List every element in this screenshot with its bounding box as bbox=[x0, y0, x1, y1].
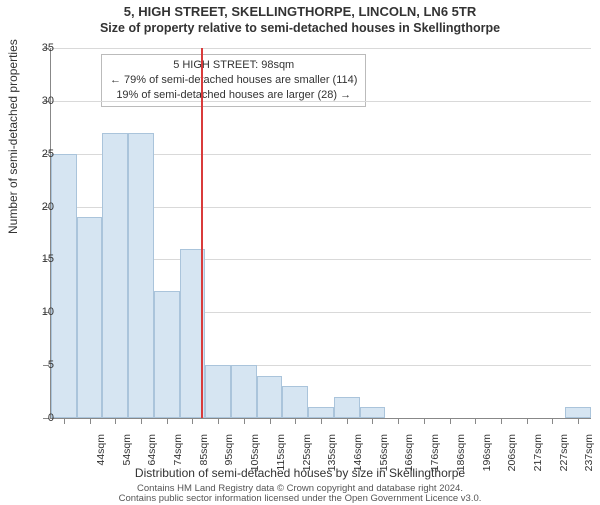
xtick-label: 217sqm bbox=[532, 434, 544, 474]
xtick-label: 196sqm bbox=[481, 434, 493, 474]
xtick-label: 206sqm bbox=[506, 434, 518, 474]
histogram-bar bbox=[51, 154, 77, 418]
xtick bbox=[398, 418, 399, 424]
xtick-label: 44sqm bbox=[95, 434, 107, 474]
xtick-label: 237sqm bbox=[583, 434, 595, 474]
ytick-label: 5 bbox=[48, 359, 54, 371]
xtick bbox=[501, 418, 502, 424]
histogram-bar bbox=[308, 407, 334, 418]
xtick-label: 95sqm bbox=[223, 434, 235, 474]
annotation-line2: ← 79% of semi-detached houses are smalle… bbox=[110, 73, 357, 88]
xtick bbox=[167, 418, 168, 424]
histogram-bar bbox=[360, 407, 386, 418]
histogram-bar bbox=[257, 376, 283, 418]
ytick-label: 30 bbox=[42, 95, 54, 107]
xtick-label: 176sqm bbox=[429, 434, 441, 474]
annotation-box: 5 HIGH STREET: 98sqm ← 79% of semi-detac… bbox=[101, 54, 366, 107]
histogram-bar bbox=[205, 365, 231, 418]
histogram-bar bbox=[102, 133, 128, 418]
xtick-label: 146sqm bbox=[352, 434, 364, 474]
xtick bbox=[578, 418, 579, 424]
xtick-label: 85sqm bbox=[198, 434, 210, 474]
ytick-label: 10 bbox=[42, 306, 54, 318]
histogram-bar bbox=[334, 397, 360, 418]
xtick bbox=[347, 418, 348, 424]
ytick-label: 0 bbox=[48, 412, 54, 424]
xtick bbox=[372, 418, 373, 424]
xtick-label: 105sqm bbox=[249, 434, 261, 474]
ytick-label: 20 bbox=[42, 201, 54, 213]
xtick bbox=[424, 418, 425, 424]
ytick-label: 15 bbox=[42, 253, 54, 265]
xtick-label: 227sqm bbox=[558, 434, 570, 474]
xtick bbox=[295, 418, 296, 424]
histogram-bar bbox=[231, 365, 257, 418]
chart-container: 5, HIGH STREET, SKELLINGTHORPE, LINCOLN,… bbox=[0, 4, 600, 504]
xtick-label: 156sqm bbox=[378, 434, 390, 474]
xtick bbox=[270, 418, 271, 424]
plot-area: 5 HIGH STREET: 98sqm ← 79% of semi-detac… bbox=[50, 48, 591, 419]
y-axis-label: Number of semi-detached properties bbox=[6, 39, 20, 234]
xtick bbox=[475, 418, 476, 424]
histogram-bar bbox=[282, 386, 308, 418]
xtick bbox=[552, 418, 553, 424]
histogram-bar bbox=[565, 407, 591, 418]
xtick bbox=[64, 418, 65, 424]
xtick bbox=[244, 418, 245, 424]
xtick bbox=[450, 418, 451, 424]
xtick bbox=[192, 418, 193, 424]
xtick-label: 125sqm bbox=[301, 434, 313, 474]
xtick bbox=[90, 418, 91, 424]
xtick bbox=[321, 418, 322, 424]
annotation-line1: 5 HIGH STREET: 98sqm bbox=[110, 58, 357, 73]
ytick-label: 35 bbox=[42, 42, 54, 54]
xtick bbox=[141, 418, 142, 424]
histogram-bar bbox=[77, 217, 103, 418]
xtick-label: 166sqm bbox=[403, 434, 415, 474]
ytick-label: 25 bbox=[42, 148, 54, 160]
gridline bbox=[51, 101, 591, 102]
xtick-label: 54sqm bbox=[121, 434, 133, 474]
xtick-label: 115sqm bbox=[275, 434, 287, 474]
histogram-bar bbox=[128, 133, 154, 418]
xtick bbox=[527, 418, 528, 424]
footer-text: Contains HM Land Registry data © Crown c… bbox=[0, 484, 600, 505]
xtick bbox=[115, 418, 116, 424]
xtick-label: 135sqm bbox=[326, 434, 338, 474]
chart-subtitle: Size of property relative to semi-detach… bbox=[0, 21, 600, 35]
xtick-label: 74sqm bbox=[172, 434, 184, 474]
reference-line bbox=[201, 48, 203, 418]
xtick-label: 186sqm bbox=[455, 434, 467, 474]
xtick bbox=[218, 418, 219, 424]
xtick-label: 64sqm bbox=[146, 434, 158, 474]
chart-title: 5, HIGH STREET, SKELLINGTHORPE, LINCOLN,… bbox=[0, 4, 600, 19]
gridline bbox=[51, 48, 591, 49]
histogram-bar bbox=[154, 291, 180, 418]
